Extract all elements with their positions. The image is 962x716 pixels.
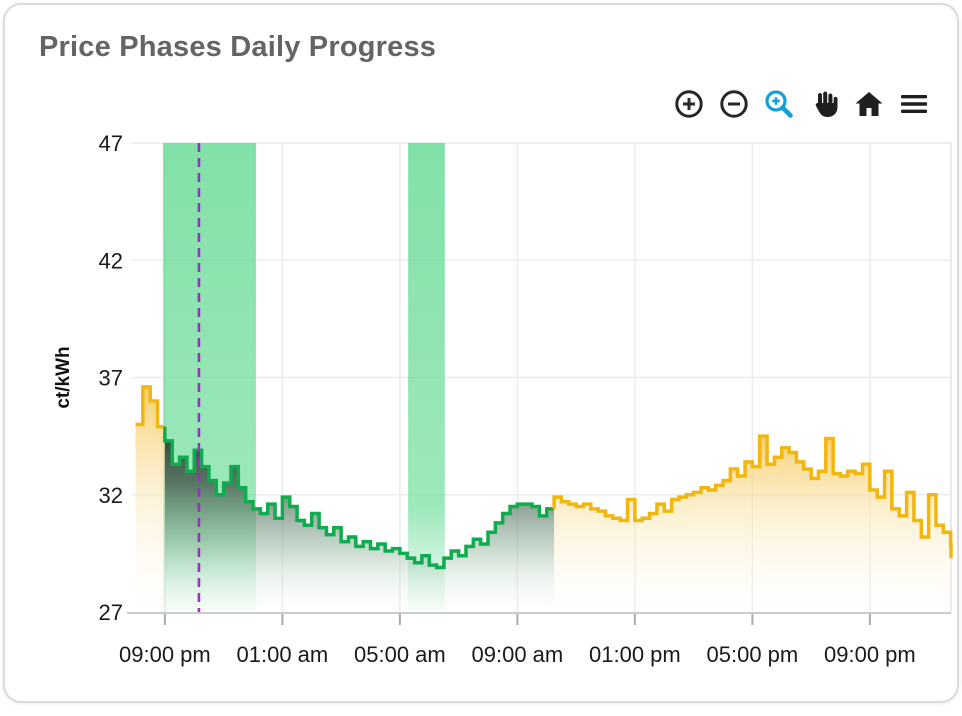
x-tick-label: 09:00 pm <box>824 642 916 667</box>
x-tick-label: 09:00 am <box>472 642 564 667</box>
y-tick-label: 27 <box>99 600 123 625</box>
x-tick-label: 05:00 am <box>354 642 446 667</box>
y-tick-label: 47 <box>99 131 123 156</box>
x-tick-label: 09:00 pm <box>119 642 211 667</box>
y-tick-label: 37 <box>99 366 123 391</box>
chart-card: Price Phases Daily Progress <box>3 3 959 703</box>
x-tick-label: 05:00 pm <box>707 642 799 667</box>
y-tick-label: 42 <box>99 248 123 273</box>
price-chart[interactable]: 09:00 pm 01:00 am 05:00 am 09:00 am 01:00 pm… <box>5 5 962 711</box>
x-tick-label: 01:00 pm <box>589 642 681 667</box>
plot-area[interactable] <box>131 143 951 612</box>
y-axis-title: ct/kWh <box>53 346 74 408</box>
chart-canvas[interactable]: 09:00 pm 01:00 am 05:00 am 09:00 am 01:00 pm… <box>5 5 962 711</box>
x-tick-label: 01:00 am <box>237 642 329 667</box>
y-tick-label: 32 <box>99 483 123 508</box>
